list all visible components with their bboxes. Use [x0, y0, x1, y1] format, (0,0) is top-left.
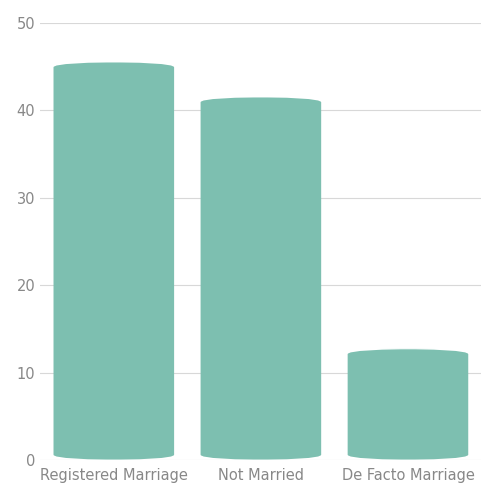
FancyBboxPatch shape	[54, 62, 174, 460]
FancyBboxPatch shape	[348, 349, 468, 460]
FancyBboxPatch shape	[200, 97, 321, 460]
